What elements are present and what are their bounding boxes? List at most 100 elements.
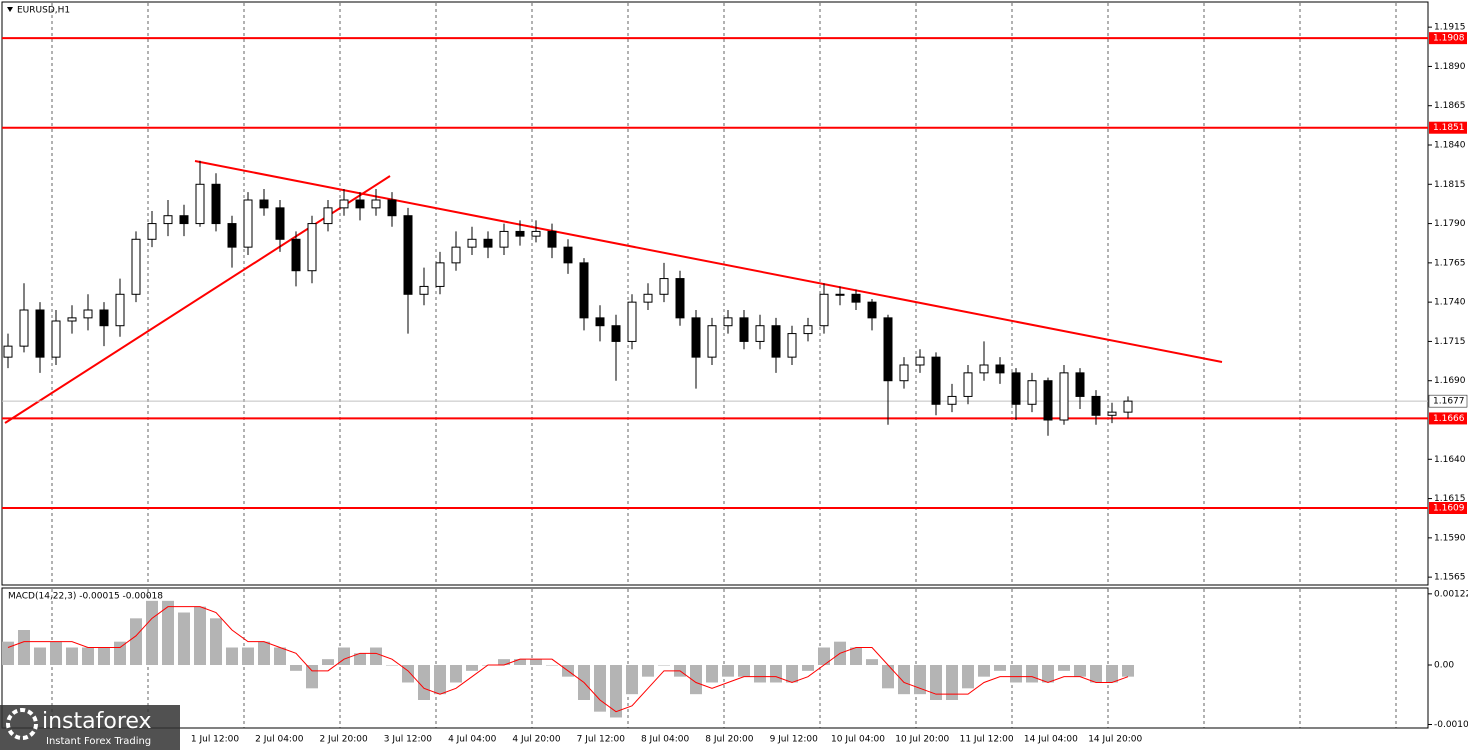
macd-bar xyxy=(418,665,430,700)
macd-bar xyxy=(98,647,110,665)
level-label-bg xyxy=(1429,32,1467,45)
macd-bar xyxy=(434,665,446,695)
candle-body xyxy=(1043,380,1053,421)
y-tick-label: 1.1565 xyxy=(1434,573,1466,583)
macd-bar xyxy=(642,665,654,677)
x-tick-label: 11 Jul 12:00 xyxy=(960,735,1014,745)
y-tick-label: 1.1640 xyxy=(1434,455,1466,465)
x-tick-label: 14 Jul 20:00 xyxy=(1088,735,1142,745)
macd-bar xyxy=(706,665,718,683)
macd-bar xyxy=(146,600,158,665)
x-tick-label: 2 Jul 20:00 xyxy=(319,735,368,745)
candle-body xyxy=(595,317,605,327)
candle-body xyxy=(531,230,541,237)
last-price-bg xyxy=(1428,394,1468,408)
candle-body xyxy=(35,309,45,358)
candle-body xyxy=(867,301,877,319)
macd-bar xyxy=(306,665,318,689)
candle-body xyxy=(3,345,13,358)
watermark-tagline: Instant Forex Trading xyxy=(46,736,151,747)
y-tick-label: 1.1790 xyxy=(1434,219,1466,229)
price-panel xyxy=(1,1,1429,586)
candle-body xyxy=(787,333,797,358)
macd-bar xyxy=(1058,665,1070,671)
y-tick-label: 1.1765 xyxy=(1434,258,1466,268)
macd-bar xyxy=(370,647,382,665)
macd-bar xyxy=(754,665,766,683)
candle-body xyxy=(291,238,301,272)
vertical-grid xyxy=(51,3,1397,728)
macd-bar xyxy=(258,641,270,665)
candle-body xyxy=(435,262,445,287)
candle-body xyxy=(739,317,749,342)
macd-bar xyxy=(882,665,894,689)
macd-bar xyxy=(498,659,510,665)
candle-body xyxy=(403,215,413,295)
candle-body xyxy=(915,356,925,366)
y-tick-label: 0.00122 xyxy=(1434,589,1468,599)
candle-body xyxy=(883,317,893,382)
y-tick-label: 1.1715 xyxy=(1434,337,1466,347)
candle-body xyxy=(835,293,845,296)
candle-body xyxy=(611,325,621,342)
candle-body xyxy=(115,293,125,327)
candle-body xyxy=(627,301,637,342)
macd-bar xyxy=(226,647,238,665)
x-tick-label: 4 Jul 04:00 xyxy=(448,735,497,745)
macd-bar xyxy=(626,665,638,695)
macd-bar xyxy=(610,665,622,718)
candle-body xyxy=(467,238,477,248)
candle-body xyxy=(707,325,717,358)
macd-bar xyxy=(178,612,190,665)
macd-bar xyxy=(242,647,254,665)
level-label-bg xyxy=(1429,502,1467,514)
candle-body xyxy=(547,230,557,248)
candle-body xyxy=(275,207,285,240)
x-tick-label: 10 Jul 20:00 xyxy=(895,735,949,745)
macd-bar xyxy=(850,647,862,665)
candle-body xyxy=(1091,395,1101,416)
candle-body xyxy=(195,183,205,225)
macd-bar xyxy=(1042,665,1054,683)
macd-bar xyxy=(50,641,62,665)
macd-bar xyxy=(194,606,206,665)
macd-bar xyxy=(690,665,702,695)
watermark: instaforex Instant Forex Trading xyxy=(0,705,180,750)
candle-body xyxy=(851,293,861,303)
macd-bar xyxy=(1074,665,1086,677)
candle-body xyxy=(931,356,941,405)
macd-bar xyxy=(82,647,94,665)
watermark-logo xyxy=(6,708,38,740)
candle-body xyxy=(1027,380,1037,405)
macd-bar xyxy=(994,665,1006,671)
y-tick-label: 1.1915 xyxy=(1434,23,1466,33)
y-tick-label: 1.1815 xyxy=(1434,180,1466,190)
candle-body xyxy=(691,317,701,358)
macd-bar xyxy=(2,641,14,665)
candle-body xyxy=(643,293,653,303)
level-label-bg xyxy=(1429,121,1467,134)
macd-bar xyxy=(66,647,78,665)
candle-body xyxy=(899,364,909,382)
x-tick-label: 10 Jul 04:00 xyxy=(831,735,885,745)
macd-bar xyxy=(1090,665,1102,683)
level-label-bg xyxy=(1429,412,1467,425)
candle-body xyxy=(579,262,589,319)
level-label: 1.1609 xyxy=(1433,504,1465,514)
macd-bar xyxy=(210,618,222,665)
macd-bar xyxy=(34,647,46,665)
macd-signal xyxy=(7,606,1129,713)
x-tick-label: 2 Jul 04:00 xyxy=(255,735,304,745)
level-label: 1.1908 xyxy=(1433,34,1465,44)
macd-bar xyxy=(450,665,462,683)
x-tick-label: 4 Jul 20:00 xyxy=(512,735,561,745)
macd-bar xyxy=(290,665,302,671)
macd-bar xyxy=(802,665,814,671)
chart-title: EURUSD,H1 xyxy=(17,6,70,16)
macd-bar xyxy=(1010,665,1022,683)
last-price-label: 1.1677 xyxy=(1433,397,1465,407)
macd-bar xyxy=(338,647,350,665)
x-tick-label: 8 Jul 20:00 xyxy=(705,735,754,745)
y-tick-label: 0.00 xyxy=(1434,661,1454,671)
menu-arrow xyxy=(7,7,13,12)
